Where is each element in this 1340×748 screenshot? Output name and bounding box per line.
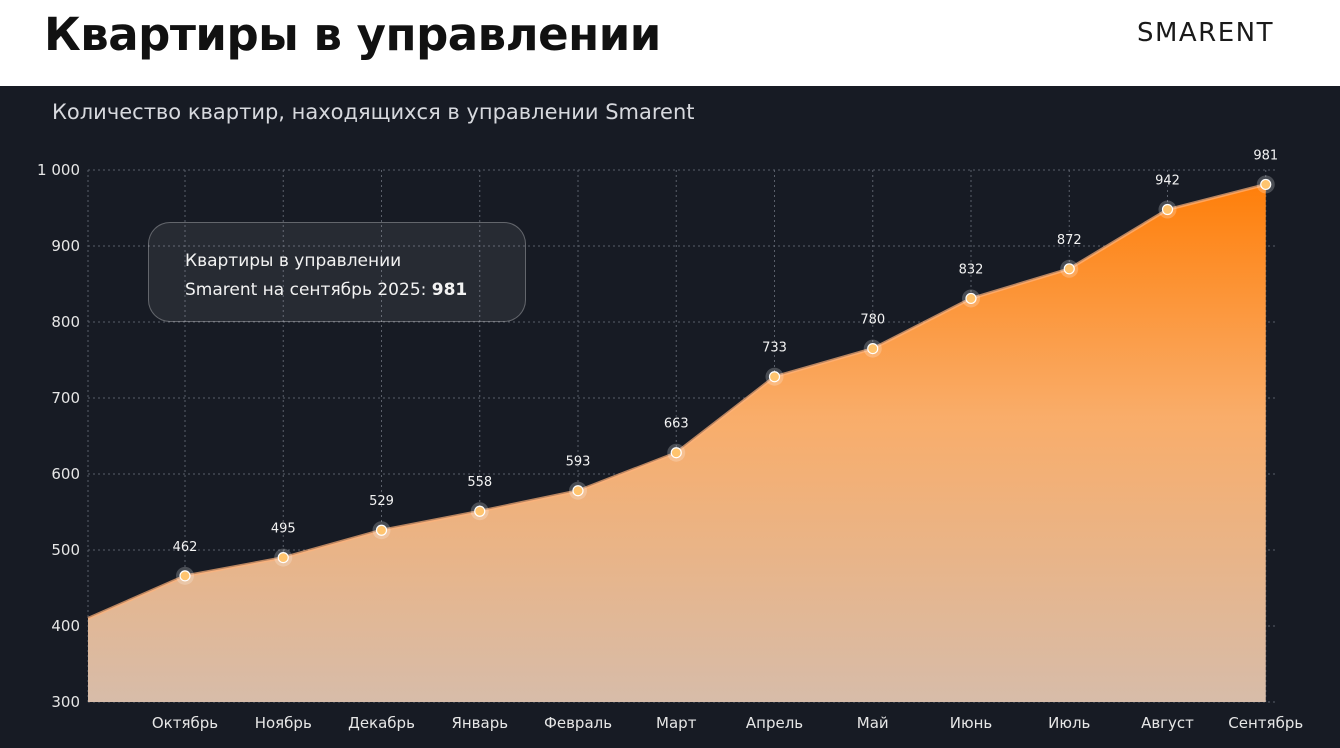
data-label: 593	[566, 455, 591, 470]
data-label: 529	[369, 494, 394, 509]
y-tick-label: 300	[51, 693, 80, 711]
data-label: 942	[1155, 174, 1180, 189]
x-tick-label: Июнь	[950, 714, 993, 732]
callout-line1: Квартиры в управлении	[185, 251, 402, 271]
data-point	[375, 524, 388, 536]
data-label: 872	[1057, 233, 1082, 248]
y-tick-label: 700	[51, 389, 80, 407]
x-tick-label: Март	[656, 714, 697, 732]
data-label: 780	[860, 313, 885, 328]
callout-line2-prefix: Smarent на сентябрь 2025:	[185, 280, 432, 300]
callout-line2: Smarent на сентябрь 2025: 981	[185, 276, 525, 305]
data-point	[768, 371, 781, 383]
data-point	[867, 343, 879, 355]
data-point	[474, 505, 486, 517]
x-tick-label: Апрель	[746, 714, 803, 732]
data-point	[572, 485, 584, 497]
callout-value: 981	[431, 280, 468, 300]
data-point	[1063, 263, 1075, 275]
data-label: 663	[664, 417, 689, 432]
y-tick-label: 600	[51, 465, 80, 483]
x-tick-label: Ноябрь	[255, 714, 312, 732]
x-tick-label: Февраль	[544, 714, 612, 732]
series-area	[88, 184, 1266, 702]
x-tick-label: Август	[1141, 714, 1194, 732]
brand-logo: SMARENT	[1136, 18, 1274, 48]
data-points: 462 495 529 558 593 663 733 780 832 872 942 981	[173, 148, 1278, 585]
chart-title: Количество квартир, находящихся в управл…	[52, 100, 695, 124]
data-point	[1260, 178, 1272, 191]
data-point	[277, 551, 289, 564]
x-tick-label: Май	[857, 714, 889, 732]
x-tick-label: Июль	[1048, 714, 1090, 732]
y-tick-label: 500	[51, 541, 80, 559]
data-label: 462	[173, 540, 198, 555]
y-tick-label: 800	[51, 313, 80, 331]
data-point	[179, 570, 191, 582]
data-label: 733	[762, 341, 787, 356]
data-point	[670, 447, 682, 459]
page-title: Квартиры в управлении	[44, 8, 661, 61]
data-label: 832	[959, 262, 984, 277]
summary-callout: Квартиры в управлении Smarent на сентябр…	[148, 222, 526, 322]
y-tick-label: 900	[51, 237, 80, 255]
data-label: 981	[1253, 148, 1278, 163]
x-tick-label: Декабрь	[348, 714, 415, 732]
data-label: 495	[271, 522, 296, 537]
x-tick-label: Сентябрь	[1228, 714, 1303, 732]
y-tick-label: 1 000	[37, 161, 80, 179]
y-tick-label: 400	[51, 617, 80, 635]
data-point	[1161, 203, 1174, 216]
x-tick-label: Январь	[451, 714, 508, 732]
data-point	[965, 292, 977, 305]
axis-ticks: 300 400 500 600 700 800 900 1 000 Октябрь Ноябрь Д…	[37, 161, 1303, 732]
x-tick-label: Октябрь	[152, 714, 218, 732]
header-bar: Квартиры в управлении SMARENT	[0, 0, 1340, 86]
data-label: 558	[467, 475, 492, 490]
